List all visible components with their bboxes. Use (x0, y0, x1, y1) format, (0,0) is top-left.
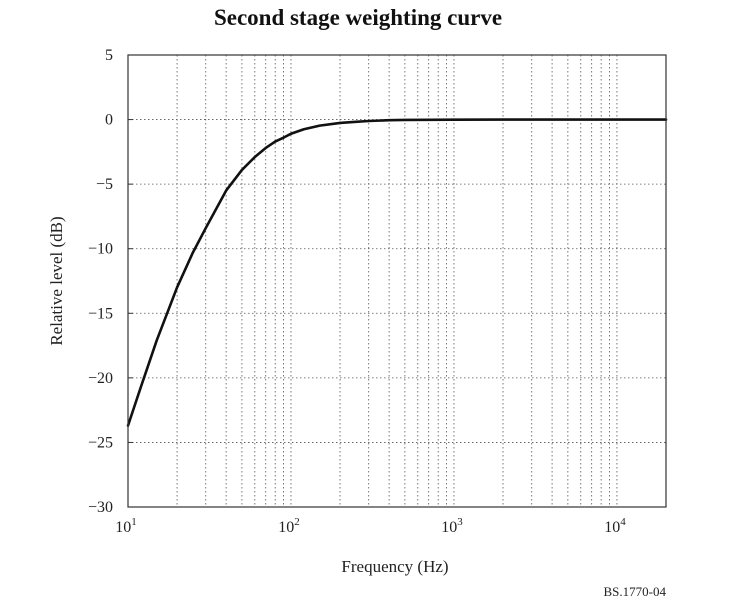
y-tick-label: 0 (105, 112, 113, 129)
grid (128, 55, 666, 507)
plot-frame (127, 54, 667, 508)
y-axis-ticks: 5 0 −5 −10 −15 −20 −25 −30 (88, 47, 133, 516)
x-axis-ticks: 101 102 103 104 (115, 516, 626, 536)
x-tick-label: 104 (604, 516, 626, 536)
x-tick-label: 103 (441, 516, 463, 536)
y-axis-label: Relative level (dB) (47, 216, 66, 345)
y-tick-label: −30 (88, 499, 113, 516)
y-tick-label: 5 (105, 47, 113, 64)
x-tick-label: 102 (278, 516, 300, 536)
figure-reference: BS.1770-04 (604, 584, 667, 599)
x-tick-label: 101 (115, 516, 137, 536)
y-tick-label: −25 (88, 434, 113, 451)
y-tick-label: −10 (88, 241, 113, 258)
series-line (126, 118, 668, 427)
y-tick-label: −15 (88, 305, 113, 322)
x-axis-label: Frequency (Hz) (341, 557, 448, 576)
chart-title: Second stage weighting curve (214, 5, 502, 30)
y-tick-label: −20 (88, 370, 113, 387)
y-tick-label: −5 (96, 176, 113, 193)
